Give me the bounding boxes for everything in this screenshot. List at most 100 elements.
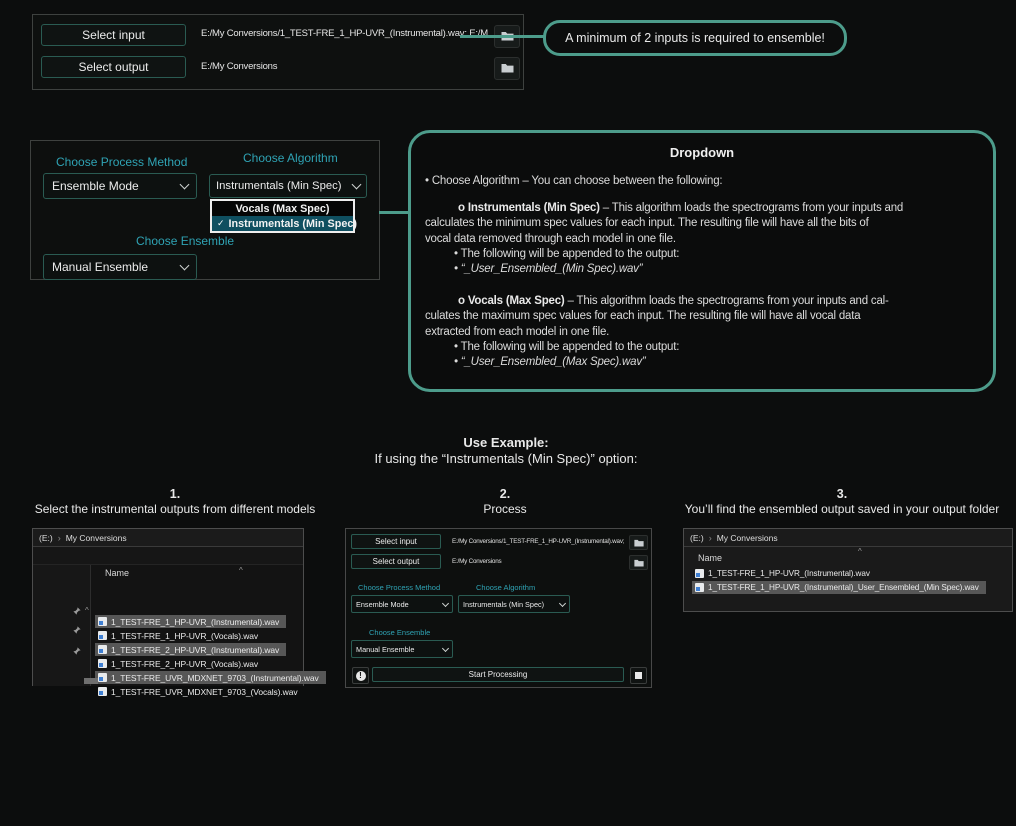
step-3-heading: 3. You’ll find the ensembled output save… xyxy=(668,487,1016,516)
process-panel: Select input E:/My Conversions/1_TEST-FR… xyxy=(345,528,652,688)
select-output-button[interactable]: Select output xyxy=(41,56,186,78)
select-output-button[interactable]: Select output xyxy=(351,554,441,569)
breadcrumb[interactable]: (E:) › My Conversions xyxy=(33,529,303,547)
breadcrumb-folder[interactable]: My Conversions xyxy=(716,532,778,543)
info-line: • The following will be appended to the … xyxy=(454,247,680,260)
ensemble-select[interactable]: Manual Ensemble xyxy=(43,254,197,280)
info-line: • The following will be appended to the … xyxy=(454,340,680,353)
dropdown-info-box: Dropdown • Choose Algorithm – You can ch… xyxy=(408,130,996,392)
ensemble-label: Choose Ensemble xyxy=(369,628,431,637)
chevron-down-icon xyxy=(441,644,450,652)
step-2-heading: 2. Process xyxy=(395,487,615,516)
audio-file-icon xyxy=(98,659,107,668)
file-row[interactable]: 1_TEST-FRE_2_HP-UVR_(Instrumental).wav xyxy=(95,643,287,656)
info-line: • “_User_Ensembled_(Min Spec).wav” xyxy=(454,263,643,276)
breadcrumb[interactable]: (E:) › My Conversions xyxy=(684,529,1012,547)
chevron-down-icon xyxy=(558,599,567,607)
file-name: 1_TEST-FRE_1_HP-UVR_(Instrumental).wav xyxy=(111,616,280,627)
file-row[interactable]: 1_TEST-FRE_1_HP-UVR_(Vocals).wav xyxy=(95,629,265,642)
browse-input-button[interactable] xyxy=(629,535,648,550)
ensemble-options-panel: Choose Process Method Ensemble Mode Choo… xyxy=(30,140,380,280)
algorithm-value: Instrumentals (Min Spec) xyxy=(463,599,545,609)
sort-caret-icon[interactable]: ^ xyxy=(858,547,862,556)
file-name: 1_TEST-FRE_1_HP-UVR_(Vocals).wav xyxy=(111,630,259,641)
step-caption: Process xyxy=(483,502,527,516)
browse-output-button[interactable] xyxy=(494,57,520,80)
file-name: 1_TEST-FRE_UVR_MDXNET_9703_(Instrumental… xyxy=(111,672,319,683)
info-line: • Choose Algorithm – You can choose betw… xyxy=(425,175,723,187)
breadcrumb-drive[interactable]: (E:) xyxy=(690,532,704,543)
audio-file-icon xyxy=(695,583,704,592)
browse-output-button[interactable] xyxy=(629,555,648,570)
output-path: E:/My Conversions xyxy=(452,558,502,565)
algorithm-select[interactable]: Instrumentals (Min Spec) xyxy=(209,174,367,198)
process-method-select[interactable]: Ensemble Mode xyxy=(351,595,453,613)
file-name: 1_TEST-FRE_1_HP-UVR_(Instrumental).wav xyxy=(708,569,870,578)
breadcrumb-folder[interactable]: My Conversions xyxy=(65,532,127,543)
pinned-item[interactable] xyxy=(73,647,81,655)
file-row[interactable]: 1_TEST-FRE_1_HP-UVR_(Instrumental).wav xyxy=(692,567,877,580)
algorithm-select[interactable]: Instrumentals (Min Spec) xyxy=(458,595,570,613)
audio-file-icon xyxy=(98,617,107,626)
process-method-label: Choose Process Method xyxy=(56,155,188,169)
step-number: 1. xyxy=(169,487,181,501)
step-1-heading: 1. Select the instrumental outputs from … xyxy=(5,487,345,516)
file-name: 1_TEST-FRE_UVR_MDXNET_9703_(Vocals).wav xyxy=(111,686,298,697)
breadcrumb-drive[interactable]: (E:) xyxy=(39,532,53,543)
start-processing-button[interactable]: Start Processing xyxy=(372,667,624,682)
process-method-value: Ensemble Mode xyxy=(356,599,409,609)
use-example-heading: Use Example: If using the “Instrumentals… xyxy=(303,435,709,466)
spacer xyxy=(425,189,993,201)
stop-button[interactable] xyxy=(630,667,647,684)
name-column-header[interactable]: Name xyxy=(105,568,130,578)
info-line: vocal data removed through each model in… xyxy=(425,232,676,245)
toolbar-strip xyxy=(33,547,303,565)
info-line: calculates the minimum spec values for e… xyxy=(425,217,869,230)
dropdown-option-instrumentals-min-spec[interactable]: ✓ Instrumentals (Min Spec) xyxy=(212,216,357,231)
file-row[interactable]: 1_TEST-FRE_1_HP-UVR_(Instrumental)_User_… xyxy=(692,581,986,594)
pinned-item[interactable] xyxy=(73,626,81,634)
scrollbar-thumb[interactable] xyxy=(84,678,98,684)
pin-icon xyxy=(73,606,81,615)
step-number: 2. xyxy=(499,487,511,501)
use-example-title: Use Example: xyxy=(463,435,549,450)
process-method-select[interactable]: Ensemble Mode xyxy=(43,173,197,199)
file-explorer-inputs: (E:) › My Conversions ^ Name ^ 1_T xyxy=(32,528,326,697)
input-path: E:/My Conversions/1_TEST-FRE_1_HP-UVR_(I… xyxy=(452,538,624,545)
step-caption: Select the instrumental outputs from dif… xyxy=(34,502,316,516)
input-path: E:/My Conversions/1_TEST-FRE_1_HP-UVR_(I… xyxy=(201,28,488,39)
info-icon: ! xyxy=(355,670,366,681)
audio-file-icon xyxy=(98,645,107,654)
file-name: 1_TEST-FRE_2_HP-UVR_(Vocals).wav xyxy=(111,658,259,669)
dropdown-option-vocals-max-spec[interactable]: Vocals (Max Spec) xyxy=(212,201,353,216)
chevron-down-icon xyxy=(179,260,190,271)
audio-file-icon xyxy=(98,687,107,696)
algorithm-value: Instrumentals (Min Spec) xyxy=(216,180,342,192)
info-button[interactable]: ! xyxy=(352,667,369,684)
audio-file-icon xyxy=(98,673,107,682)
file-row[interactable]: 1_TEST-FRE_1_HP-UVR_(Instrumental).wav xyxy=(95,615,287,628)
algorithm-label: Choose Algorithm xyxy=(476,583,536,592)
option-label: Instrumentals (Min Spec) xyxy=(228,217,357,230)
ensemble-select[interactable]: Manual Ensemble xyxy=(351,640,453,658)
audio-file-icon xyxy=(98,631,107,640)
ensemble-value: Manual Ensemble xyxy=(52,260,149,274)
file-row[interactable]: 1_TEST-FRE_UVR_MDXNET_9703_(Instrumental… xyxy=(95,671,326,684)
select-input-button[interactable]: Select input xyxy=(41,24,186,46)
select-input-button[interactable]: Select input xyxy=(351,534,441,549)
file-row[interactable]: 1_TEST-FRE_2_HP-UVR_(Vocals).wav xyxy=(95,657,265,670)
pinned-item[interactable]: ^ xyxy=(73,606,89,615)
info-line: culates the maximum spec values for each… xyxy=(425,310,861,323)
algorithm-dropdown-menu: Vocals (Max Spec) ✓ Instrumentals (Min S… xyxy=(210,199,357,233)
pin-icon xyxy=(73,626,81,634)
name-column-header[interactable]: Name xyxy=(698,553,723,563)
chevron-down-icon xyxy=(351,179,362,190)
collapse-caret-icon[interactable]: ^ xyxy=(85,606,89,615)
use-example-subtitle: If using the “Instrumentals (Min Spec)” … xyxy=(374,451,638,466)
file-explorer-output: (E:) › My Conversions Name ^ 1_TEST-FRE_… xyxy=(683,528,1013,612)
sort-caret-icon[interactable]: ^ xyxy=(239,566,243,575)
folder-icon xyxy=(633,534,644,552)
file-name: 1_TEST-FRE_1_HP-UVR_(Instrumental)_User_… xyxy=(708,583,979,592)
file-row[interactable]: 1_TEST-FRE_UVR_MDXNET_9703_(Vocals).wav xyxy=(95,685,304,698)
